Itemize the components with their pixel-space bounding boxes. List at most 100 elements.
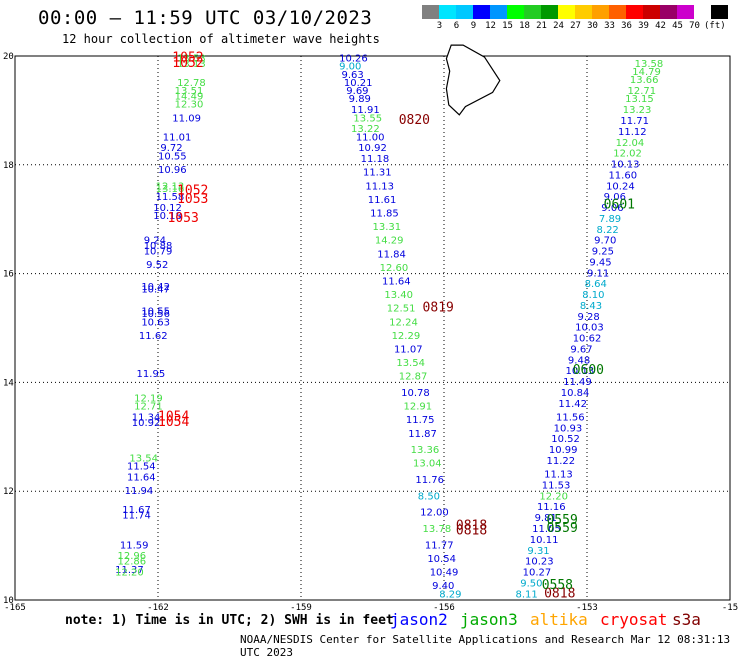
swh-value: 8.22 bbox=[597, 225, 619, 236]
swh-value: 11.01 bbox=[163, 132, 192, 143]
footer-note: note: 1) Time is in UTC; 2) SWH is in fe… bbox=[65, 613, 394, 628]
swh-value: 10.11 bbox=[530, 535, 559, 546]
time-label: 0818 bbox=[456, 524, 487, 539]
colorbar-swatch bbox=[660, 5, 677, 19]
legend-jason2: jason2 bbox=[390, 610, 448, 629]
swh-value: 10.12 bbox=[153, 203, 182, 214]
swh-value: 11.18 bbox=[361, 154, 390, 165]
lon-tick-label: -153 bbox=[576, 603, 598, 613]
swh-value: 11.62 bbox=[139, 331, 168, 342]
swh-value: 13.40 bbox=[384, 290, 413, 301]
swh-value: 9.50 bbox=[520, 578, 542, 589]
legend-s3a: s3a bbox=[672, 610, 701, 629]
header: 00:00 — 11:59 UTC 03/10/2023 12 hour col… bbox=[0, 0, 740, 50]
footer: note: 1) Time is in UTC; 2) SWH is in fe… bbox=[0, 610, 740, 659]
swh-value: 10.27 bbox=[523, 568, 552, 579]
swh-value: 12.71 bbox=[628, 86, 657, 97]
time-label: 0820 bbox=[399, 113, 430, 128]
swh-value: 10.52 bbox=[551, 434, 580, 445]
swh-value: 11.22 bbox=[546, 456, 575, 467]
swh-value: 11.60 bbox=[608, 170, 637, 181]
swh-value: 12.51 bbox=[387, 304, 416, 315]
swh-value: 11.87 bbox=[408, 429, 437, 440]
time-label: 1052 bbox=[177, 184, 208, 199]
page-title: 00:00 — 11:59 UTC 03/10/2023 bbox=[38, 7, 373, 29]
swh-value: 11.74 bbox=[122, 510, 151, 521]
colorbar-label: 6 bbox=[453, 21, 460, 31]
swh-value: 11.37 bbox=[115, 565, 144, 576]
colorbar-swatch bbox=[490, 5, 507, 19]
swh-value: 11.05 bbox=[532, 524, 561, 535]
colorbar-swatch bbox=[524, 5, 541, 19]
swh-value: 13.51 bbox=[175, 86, 204, 97]
time-label: 1052 bbox=[172, 56, 203, 71]
swh-value: 10.55 bbox=[141, 306, 170, 317]
swh-value: 9.31 bbox=[527, 546, 549, 557]
swh-value: 9.69 bbox=[346, 86, 368, 97]
swh-value: 11.07 bbox=[394, 344, 423, 355]
colorbar-label: 70 bbox=[689, 21, 700, 31]
lon-tick-label: -165 bbox=[4, 603, 26, 613]
swh-value: 11.85 bbox=[370, 208, 399, 219]
time-label: 0819 bbox=[423, 301, 454, 316]
swh-value: 9.52 bbox=[146, 260, 168, 271]
colorbar-label: 15 bbox=[502, 21, 513, 31]
swh-value: 9.89 bbox=[349, 94, 371, 105]
lat-tick-label: 16 bbox=[3, 270, 14, 280]
swh-value: 14.79 bbox=[632, 67, 661, 78]
lon-tick-label: -15 bbox=[722, 603, 738, 613]
swh-value: 13.55 bbox=[353, 113, 382, 124]
swh-value: 9.81 bbox=[535, 513, 557, 524]
lon-tick-label: -159 bbox=[290, 603, 312, 613]
colorbar-swatch bbox=[456, 5, 473, 19]
colorbar-swatch bbox=[439, 5, 456, 19]
swh-value: 8.11 bbox=[516, 589, 538, 600]
swh-value: 10.18 bbox=[153, 211, 182, 222]
swh-value: 13.13 bbox=[177, 59, 206, 70]
swh-value: 11.94 bbox=[125, 486, 154, 497]
swh-value: 13.54 bbox=[396, 358, 425, 369]
swh-value: 8.29 bbox=[439, 589, 461, 600]
swh-value: 11.16 bbox=[537, 502, 566, 513]
swh-value: 11.59 bbox=[120, 540, 149, 551]
swh-value: 12.78 bbox=[177, 78, 206, 89]
time-label: 1053 bbox=[168, 211, 199, 226]
time-label: 0601 bbox=[604, 197, 635, 212]
lon-tick-label: -156 bbox=[433, 603, 455, 613]
swh-value: 11.34 bbox=[132, 412, 161, 423]
swh-value: 12.24 bbox=[389, 317, 418, 328]
colorbar-label: 27 bbox=[570, 21, 581, 31]
swh-value: 9.25 bbox=[592, 247, 614, 258]
swh-value: 10.13 bbox=[566, 366, 595, 377]
footer-credit: NOAA/NESDIS Center for Satellite Applica… bbox=[240, 633, 731, 659]
swh-value: 10.03 bbox=[575, 323, 604, 334]
map-frame bbox=[14, 55, 731, 601]
lon-tick-label: -162 bbox=[147, 603, 169, 613]
swh-value: 8.43 bbox=[580, 301, 602, 312]
swh-value: 12.19 bbox=[134, 393, 163, 404]
colorbar-label: 45 bbox=[672, 21, 683, 31]
swh-value: 8.64 bbox=[585, 279, 607, 290]
swh-value: 11.84 bbox=[377, 249, 406, 260]
swh-value: 11.13 bbox=[365, 181, 394, 192]
colorbar-swatch bbox=[694, 5, 711, 19]
swh-value: 12.30 bbox=[175, 100, 204, 111]
time-label: 0559 bbox=[546, 521, 577, 536]
colorbar-swatch bbox=[422, 5, 439, 19]
swh-value: 10.92 bbox=[358, 143, 387, 154]
swh-value: 10.23 bbox=[525, 557, 554, 568]
lat-tick-label: 12 bbox=[3, 487, 14, 497]
legend-cryosat: cryosat bbox=[600, 610, 668, 629]
swh-value: 9.67 bbox=[570, 344, 592, 355]
swh-value: 9.11 bbox=[587, 268, 609, 279]
swh-value: 11.76 bbox=[415, 475, 444, 486]
swh-value: 11.13 bbox=[544, 470, 573, 481]
swh-value: 7.89 bbox=[599, 214, 621, 225]
swh-value: 13.31 bbox=[373, 222, 402, 233]
swh-value: 10.56 bbox=[141, 309, 170, 320]
colorbar-swatch bbox=[711, 5, 728, 19]
swh-value: 11.09 bbox=[172, 113, 201, 124]
swh-value: 11.77 bbox=[425, 540, 454, 551]
swh-value: 13.53 bbox=[177, 53, 206, 64]
colorbar-swatch bbox=[609, 5, 626, 19]
